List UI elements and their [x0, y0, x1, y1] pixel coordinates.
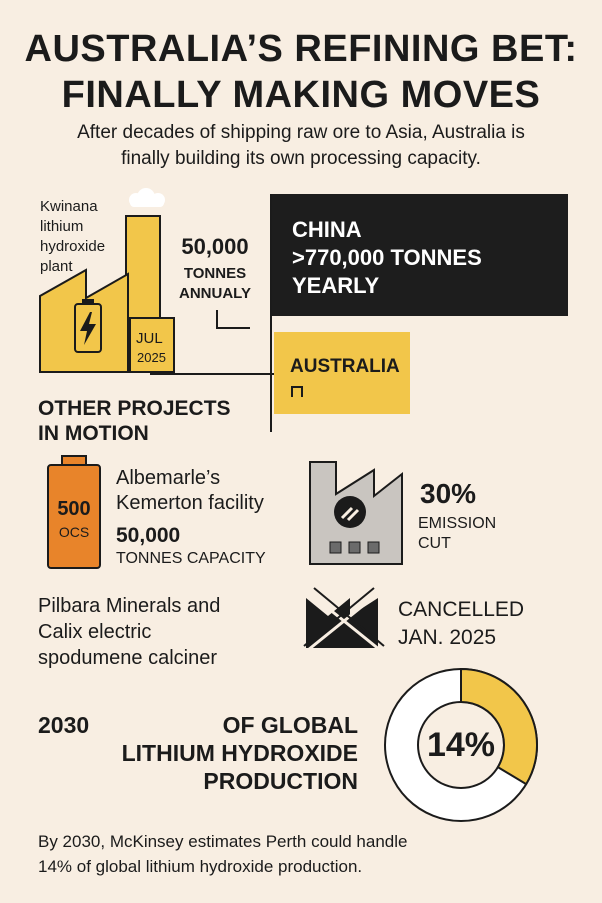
pilbara-name-line2: Calix electric: [38, 621, 152, 643]
albemarle-battery-unit: OCS: [58, 524, 90, 540]
share-donut-chart: [384, 667, 538, 822]
page-title-line2: FINALLY MAKING MOVES: [61, 74, 541, 116]
comparison-axis: [270, 194, 272, 432]
pilbara-status-line2: JAN. 2025: [398, 626, 497, 649]
corner-mark-icon: [291, 386, 303, 397]
cloud-icon: [129, 188, 165, 207]
pilbara-status-line1: CANCELLED: [398, 598, 525, 621]
projection-text-line1: OF GLOBAL: [222, 712, 358, 738]
donut-percent-label: 14%: [426, 726, 496, 764]
battery-icon: [47, 455, 101, 569]
pilbara-name-line1: Pilbara Minerals and: [38, 595, 221, 617]
australia-connector-line: [150, 373, 274, 375]
kwinana-capacity-unit-line2: ANNUALY: [179, 285, 251, 302]
albemarle-capacity-unit: TONNES CAPACITY: [116, 550, 266, 567]
kwinana-date-year: 2025: [137, 350, 166, 365]
projection-text-line3: PRODUCTION: [203, 768, 358, 794]
subtitle-line2: finally building its own processing capa…: [121, 148, 481, 169]
cancelled-factory-icon: [303, 587, 385, 652]
factory-icon: [309, 461, 403, 565]
other-projects-heading-line1: OTHER PROJECTS: [38, 397, 231, 420]
china-capacity-bar: CHINA >770,000 TONNES YEARLY: [272, 194, 568, 316]
albemarle-name-line2: Kemerton facility: [116, 492, 264, 514]
kwinana-label-line3: hydroxide: [40, 238, 106, 255]
kwinana-label-line1: Kwinana: [40, 198, 98, 215]
donut-share-segment: [460, 667, 538, 786]
footnote-line2: 14% of global lithium hydroxide producti…: [38, 857, 363, 876]
china-value: >770,000 TONNES: [292, 245, 482, 270]
projection-text-line2: LITHIUM HYDROXIDE: [121, 740, 358, 766]
china-label: CHINA: [292, 217, 362, 242]
kwinana-capacity-value: 50,000: [181, 234, 249, 259]
albemarle-name-line1: Albemarle’s: [116, 467, 221, 489]
emission-value: 30%: [420, 478, 477, 509]
albemarle-capacity-value: 50,000: [116, 524, 181, 547]
australia-capacity-bar: AUSTRALIA: [274, 332, 410, 414]
page-title-line1: AUSTRALIA’S REFINING BET:: [24, 28, 578, 70]
emission-label-line1: EMISSION: [418, 515, 497, 532]
other-projects-heading-line2: IN MOTION: [38, 422, 149, 445]
connector-bracket: [216, 310, 250, 329]
kwinana-label-line4: plant: [40, 258, 73, 275]
battery-bolt-icon: [74, 299, 102, 353]
subtitle-line1: After decades of shipping raw ore to Asi…: [77, 122, 525, 143]
kwinana-capacity-unit-line1: TONNES: [183, 265, 247, 282]
australia-label: AUSTRALIA: [290, 356, 400, 377]
kwinana-date-month: JUL: [136, 330, 163, 347]
projection-year: 2030: [38, 712, 90, 738]
albemarle-battery-value: 500: [57, 498, 91, 520]
kwinana-plant-illustration: [39, 188, 175, 373]
emission-label-line2: CUT: [418, 535, 451, 552]
pilbara-name-line3: spodumene calciner: [38, 647, 217, 669]
china-unit: YEARLY: [292, 273, 380, 298]
kwinana-label-line2: lithium: [40, 218, 84, 235]
footnote-line1: By 2030, McKinsey estimates Perth could …: [38, 832, 408, 851]
